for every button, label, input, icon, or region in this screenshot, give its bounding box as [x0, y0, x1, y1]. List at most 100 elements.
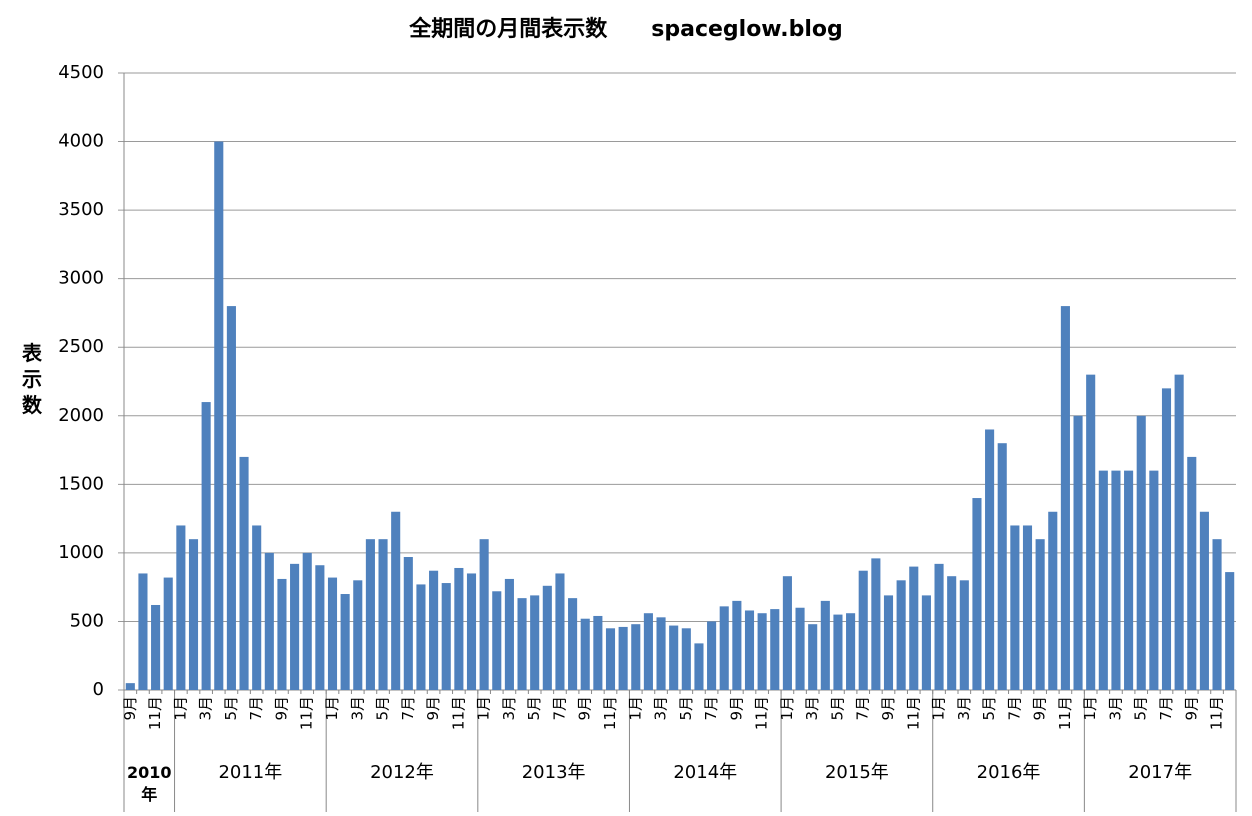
bar [947, 576, 957, 690]
bar [441, 583, 451, 690]
bar [492, 591, 502, 690]
x-group-label: 2014年 [673, 762, 738, 783]
y-tick-label: 0 [93, 679, 104, 700]
bar [391, 511, 401, 690]
bar [669, 625, 679, 690]
x-tick-label: 11月 [146, 696, 164, 730]
bar [770, 609, 780, 690]
x-tick-label: 7月 [854, 696, 872, 721]
bar [188, 539, 199, 690]
x-tick-label: 5月 [374, 696, 392, 721]
bar [214, 141, 224, 691]
bar [1035, 539, 1045, 690]
bar [985, 429, 995, 690]
bar [744, 610, 755, 690]
bar [252, 525, 262, 690]
bar [1136, 415, 1146, 690]
bar [517, 598, 527, 690]
bar [454, 567, 464, 690]
bar [1124, 470, 1134, 690]
y-tick-label: 3000 [58, 268, 104, 289]
x-tick-label: 1月 [323, 696, 341, 721]
x-tick-label: 1月 [930, 696, 948, 721]
x-group-label: 2011年 [218, 762, 283, 783]
x-tick-label: 5月 [828, 696, 846, 721]
bar [504, 578, 514, 690]
x-tick-label: 7月 [1005, 696, 1023, 721]
bar [163, 577, 173, 690]
bar [264, 552, 274, 690]
bar [921, 595, 931, 690]
bar [151, 604, 161, 690]
bar [479, 539, 489, 690]
bar [593, 615, 603, 690]
x-tick-label: 11月 [1056, 696, 1074, 730]
x-group-label: 2013年 [521, 762, 586, 783]
bar [1022, 525, 1033, 690]
x-tick-label: 11月 [753, 696, 771, 730]
bar [959, 580, 969, 690]
bar [403, 557, 413, 690]
y-tick-label: 4000 [58, 131, 104, 152]
x-tick-label: 1月 [475, 696, 493, 721]
bar [846, 613, 856, 690]
bar [833, 614, 843, 690]
x-tick-label: 9月 [1182, 696, 1200, 721]
x-tick-label: 11月 [601, 696, 619, 730]
x-group-label: 2012年 [370, 762, 434, 783]
x-tick-label: 7月 [399, 696, 417, 721]
x-tick-label: 5月 [980, 696, 998, 721]
x-tick-label: 5月 [222, 696, 240, 721]
x-tick-label: 9月 [121, 696, 139, 721]
bar [858, 570, 868, 690]
bar [290, 563, 300, 690]
x-tick-label: 9月 [424, 696, 442, 721]
x-tick-label: 1月 [778, 696, 796, 721]
y-tick-label: 2500 [58, 336, 104, 357]
bar [631, 624, 641, 690]
bar [568, 598, 578, 690]
bar [530, 595, 540, 690]
x-tick-label: 3月 [348, 696, 366, 721]
x-tick-label: 7月 [247, 696, 265, 721]
y-tick-label: 2000 [58, 405, 104, 426]
bar [302, 552, 312, 690]
bar [542, 585, 552, 690]
bar [226, 306, 236, 690]
x-tick-label: 3月 [803, 696, 821, 721]
x-group-label: 2017年 [1128, 762, 1193, 783]
x-tick-label: 9月 [1031, 696, 1049, 721]
bar [707, 621, 717, 690]
bar [681, 628, 691, 690]
bar [353, 580, 363, 690]
x-tick-label: 3月 [955, 696, 973, 721]
x-tick-label: 9月 [576, 696, 594, 721]
bar [808, 624, 818, 690]
bar [580, 618, 590, 690]
bar [1225, 572, 1235, 690]
x-tick-label: 3月 [197, 696, 215, 721]
x-tick-label: 5月 [1132, 696, 1150, 721]
bar [416, 584, 426, 690]
bar [1086, 374, 1096, 690]
bar [896, 580, 906, 690]
y-tick-label: 1500 [58, 473, 104, 494]
bar [277, 578, 287, 690]
x-group-label: 2010年 [127, 763, 172, 804]
bar [466, 573, 477, 690]
x-tick-label: 7月 [702, 696, 720, 721]
y-tick-label: 3500 [58, 199, 104, 220]
x-tick-label: 1月 [626, 696, 644, 721]
bar [1073, 415, 1083, 690]
bar [555, 573, 565, 690]
x-tick-label: 1月 [171, 696, 189, 721]
bar [1098, 470, 1108, 690]
bar [820, 600, 830, 690]
chart-title: 全期間の月間表示数 spaceglow.blog [408, 16, 842, 42]
x-tick-label: 11月 [298, 696, 316, 730]
bar [239, 456, 249, 690]
x-group-label: 2016年 [976, 762, 1041, 783]
bar [1010, 525, 1020, 690]
bar [315, 565, 325, 690]
x-tick-label: 9月 [272, 696, 290, 721]
